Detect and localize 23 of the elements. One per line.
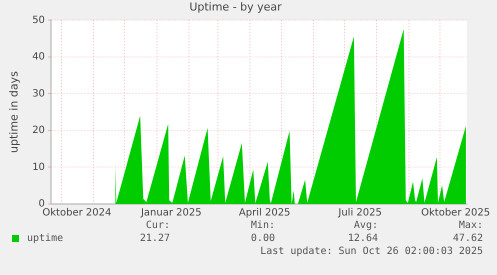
text: Max: xyxy=(458,220,483,231)
text: 0.00 xyxy=(250,233,275,244)
x-tick-label: Januar 2025 xyxy=(140,208,202,219)
y-tick-label: 30 xyxy=(32,88,45,100)
text: Avg: xyxy=(354,220,378,231)
chart-title: Uptime - by year xyxy=(189,0,282,14)
text: Min: xyxy=(250,220,275,231)
x-tick-label: Oktober 2024 xyxy=(42,208,112,219)
x-tick-label: Oktober 2025 xyxy=(421,208,490,219)
y-tick-label: 0 xyxy=(38,198,45,210)
y-tick-label: 10 xyxy=(32,162,45,173)
y-axis-title: uptime in days xyxy=(7,70,20,153)
x-tick-label: Juli 2025 xyxy=(337,208,382,219)
y-tick-label: 20 xyxy=(32,125,45,136)
text: Cur: xyxy=(146,220,170,231)
legend-label: uptime xyxy=(27,233,64,244)
y-tick-label: 40 xyxy=(32,52,45,63)
text: 47.62 xyxy=(452,233,483,244)
text: Last update: Sun Oct 26 02:00:03 2025 xyxy=(260,246,483,257)
y-tick-label: 50 xyxy=(32,14,45,26)
text: 12.64 xyxy=(348,233,378,244)
text: 21.27 xyxy=(140,233,170,244)
x-tick-label: April 2025 xyxy=(238,208,290,219)
